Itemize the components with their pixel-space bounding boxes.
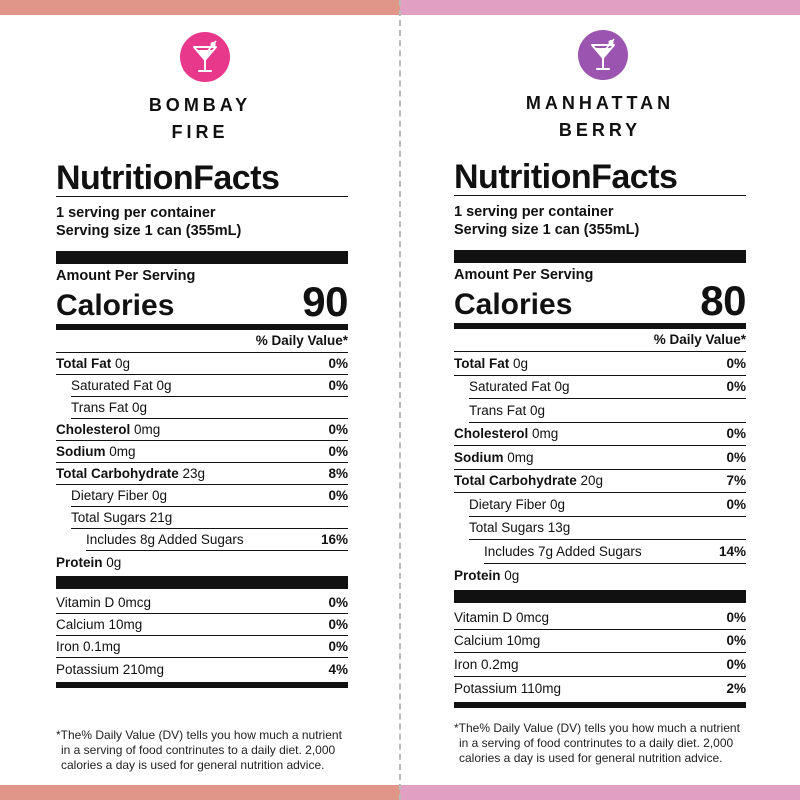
- amount-per-serving: Amount Per Serving: [56, 268, 196, 284]
- calories-value: 80: [700, 277, 746, 324]
- nutrient-row-total-sugars: Total Sugars 13g: [469, 517, 746, 540]
- nutrient-row-added-sugars: Includes 8g Added Sugars 16%: [86, 529, 348, 551]
- nutrient-row-saturated-fat: Saturated Fat 0g 0%: [469, 376, 746, 399]
- martini-glass-icon: [578, 30, 628, 80]
- calories-row: Calories 90: [56, 278, 348, 325]
- vitamin-row-vitamin-d: Vitamin D 0mcg 0%: [454, 606, 746, 630]
- product-panel-left: BOMBAY FIRE NutritionFacts 1 serving per…: [0, 0, 400, 800]
- calories-label: Calories: [56, 289, 175, 322]
- serving-size: Serving size 1 can (355mL): [454, 222, 640, 238]
- brand-name-line-1: BOMBAY: [148, 95, 252, 115]
- nutrient-row-trans-fat: Trans Fat 0g: [469, 399, 746, 423]
- thick-divider: [56, 576, 348, 589]
- brand-name-line-2: FIRE: [171, 122, 229, 142]
- vitamin-row-potassium: Potassium 110mg 2%: [454, 680, 746, 696]
- nutrient-row-trans-fat: Trans Fat 0g: [71, 397, 348, 419]
- nutrient-row-protein: Protein 0g: [56, 554, 122, 570]
- divider: [56, 352, 348, 353]
- nutrient-row-total-carbohydrate: Total Carbohydrate 20g 7%: [454, 470, 746, 493]
- daily-value-header: % Daily Value*: [255, 333, 348, 348]
- top-color-bar: [0, 0, 400, 15]
- nutrient-row-dietary-fiber: Dietary Fiber 0g 0%: [71, 485, 348, 507]
- top-color-bar: [400, 0, 800, 15]
- calories-row: Calories 80: [454, 277, 746, 324]
- divider: [56, 196, 348, 197]
- amount-per-serving: Amount Per Serving: [454, 267, 594, 283]
- bottom-color-bar: [0, 785, 400, 800]
- daily-value-footnote: *The% Daily Value (DV) tells you how muc…: [454, 721, 740, 765]
- vitamin-row-vitamin-d: Vitamin D 0mcg 0%: [56, 592, 348, 614]
- vitamin-row-iron: Iron 0.2mg 0%: [454, 653, 746, 677]
- bottom-color-bar: [400, 785, 800, 800]
- nutrition-label: NutritionFacts 1 serving per container S…: [56, 160, 348, 688]
- nutrient-row-total-sugars: Total Sugars 21g: [71, 507, 348, 529]
- nutrition-facts-title: NutritionFacts: [56, 159, 280, 197]
- brand-name-line-2: BERRY: [558, 120, 642, 140]
- martini-glass-icon: [180, 32, 230, 82]
- brand-name-line-1: MANHATTAN: [525, 93, 675, 113]
- thick-divider: [454, 250, 746, 263]
- panel-divider: [399, 0, 401, 800]
- vitamin-row-calcium: Calcium 10mg 0%: [56, 614, 348, 636]
- vitamin-row-potassium: Potassium 210mg 4%: [56, 661, 348, 677]
- calories-value: 90: [302, 278, 348, 325]
- nutrient-row-saturated-fat: Saturated Fat 0g 0%: [71, 375, 348, 397]
- divider: [454, 351, 746, 352]
- medium-divider: [454, 702, 746, 708]
- servings-per-container: 1 serving per container: [56, 205, 216, 221]
- medium-divider: [454, 323, 746, 329]
- vitamin-row-calcium: Calcium 10mg 0%: [454, 630, 746, 653]
- nutrient-row-dietary-fiber: Dietary Fiber 0g 0%: [469, 493, 746, 517]
- nutrient-row-cholesterol: Cholesterol 0mg 0%: [56, 419, 348, 441]
- medium-divider: [56, 682, 348, 688]
- divider: [454, 195, 746, 196]
- nutrient-row-total-fat: Total Fat 0g 0%: [454, 352, 746, 376]
- nutrition-facts-title: NutritionFacts: [454, 158, 678, 196]
- product-panel-right: MANHATTAN BERRY NutritionFacts 1 serving…: [400, 0, 800, 800]
- nutrient-row-added-sugars: Includes 7g Added Sugars 14%: [484, 540, 746, 564]
- nutrient-row-cholesterol: Cholesterol 0mg 0%: [454, 423, 746, 446]
- calories-label: Calories: [454, 288, 573, 321]
- nutrient-row-sodium: Sodium 0mg 0%: [454, 446, 746, 470]
- nutrition-label: NutritionFacts 1 serving per container S…: [454, 159, 746, 708]
- vitamin-row-iron: Iron 0.1mg 0%: [56, 636, 348, 658]
- medium-divider: [56, 324, 348, 330]
- nutrient-row-sodium: Sodium 0mg 0%: [56, 441, 348, 463]
- daily-value-header: % Daily Value*: [653, 332, 746, 347]
- thick-divider: [454, 590, 746, 603]
- serving-size: Serving size 1 can (355mL): [56, 223, 242, 239]
- daily-value-footnote: *The% Daily Value (DV) tells you how muc…: [56, 728, 342, 772]
- nutrient-row-protein: Protein 0g: [454, 567, 520, 583]
- nutrient-row-total-fat: Total Fat 0g 0%: [56, 353, 348, 375]
- servings-per-container: 1 serving per container: [454, 204, 614, 220]
- thick-divider: [56, 251, 348, 264]
- nutrient-row-total-carbohydrate: Total Carbohydrate 23g 8%: [56, 463, 348, 485]
